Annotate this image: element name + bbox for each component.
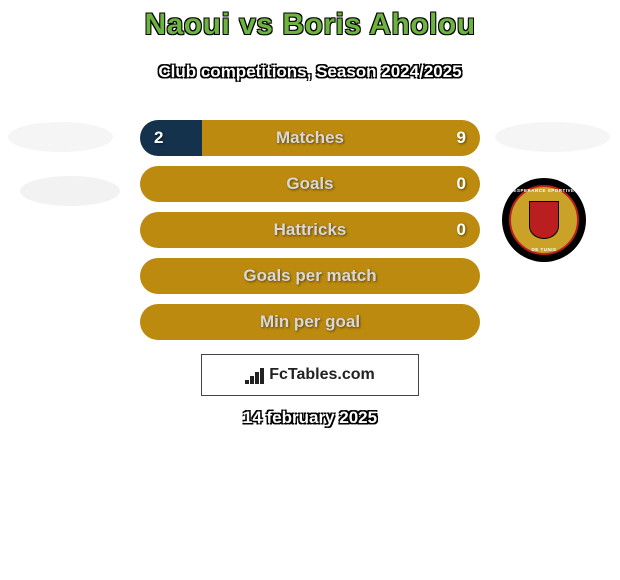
- stat-bar: Goals per match: [140, 258, 480, 294]
- stat-bar: Min per goal: [140, 304, 480, 340]
- stat-bar: Matches2 9: [140, 120, 480, 156]
- stat-bar-label: Matches: [140, 120, 480, 156]
- club-badge-text-top: ESPERANCE SPORTIVE: [513, 188, 574, 193]
- page-title: Naoui vs Boris Aholou: [0, 8, 620, 42]
- date-label: 14 february 2025: [0, 408, 620, 428]
- player-left-avatar: [8, 122, 113, 152]
- stat-bar-right-value: 0: [457, 166, 466, 202]
- stat-bar-right-value: 0: [457, 212, 466, 248]
- stat-bar-label: Min per goal: [140, 304, 480, 340]
- player-left-avatar-2: [20, 176, 120, 206]
- stat-bar-left-value: 2: [154, 120, 163, 156]
- player-right-avatar: [495, 122, 610, 152]
- stat-bar: Goals0: [140, 166, 480, 202]
- stat-bar-label: Goals per match: [140, 258, 480, 294]
- fctables-label: FcTables.com: [269, 366, 375, 384]
- club-badge-shield: [529, 201, 560, 238]
- subtitle: Club competitions, Season 2024/2025: [0, 62, 620, 82]
- stat-bar-label: Goals: [140, 166, 480, 202]
- stat-bar: Hattricks0: [140, 212, 480, 248]
- stat-bar-right-value: 9: [457, 120, 466, 156]
- club-badge: ESPERANCE SPORTIVE DE TUNIS: [502, 178, 586, 262]
- club-badge-text-bottom: DE TUNIS: [531, 247, 556, 252]
- stat-bar-label: Hattricks: [140, 212, 480, 248]
- fctables-watermark: FcTables.com: [201, 354, 419, 396]
- bar-chart-icon: [245, 366, 265, 384]
